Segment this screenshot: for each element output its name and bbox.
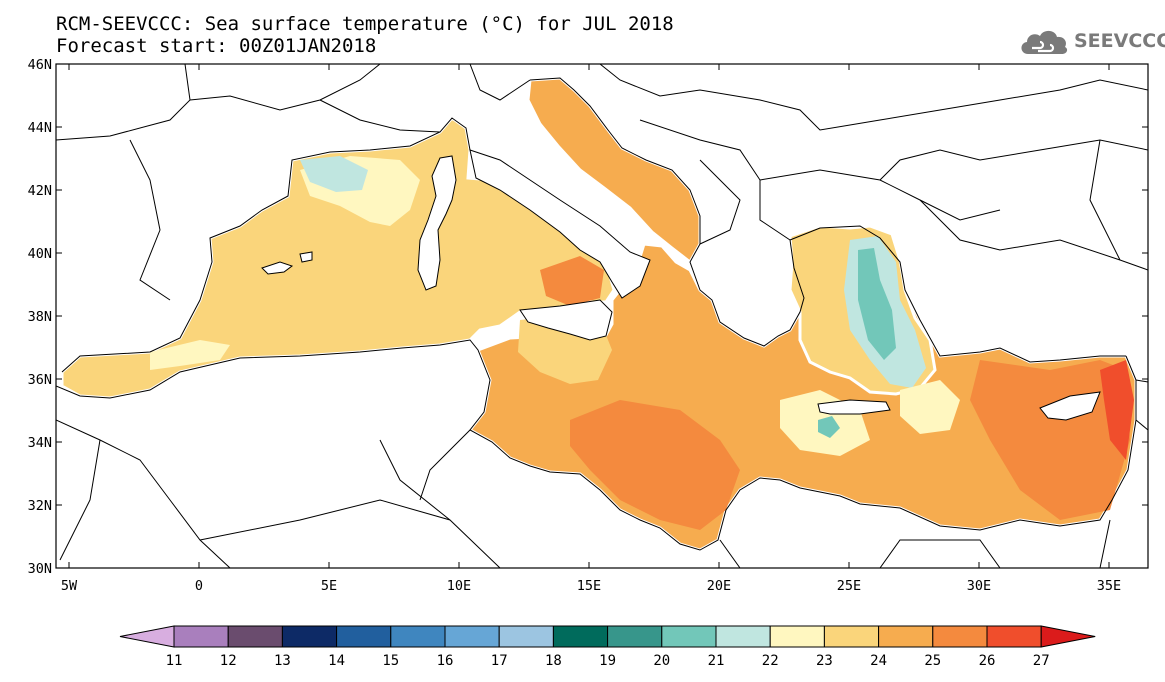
colorbar-label: 22: [762, 653, 779, 669]
colorbar-label: 12: [220, 653, 237, 669]
colorbar-label: 17: [491, 653, 508, 669]
crete: [817, 399, 891, 415]
y-tick-label: 40N: [28, 246, 52, 262]
colorbar-label: 19: [599, 653, 616, 669]
cloud-logo-icon: [1021, 30, 1068, 54]
colorbar-swatch: [715, 625, 771, 648]
sst-zone-rhodes-cool: [900, 380, 960, 434]
x-tick-label: 30E: [967, 578, 991, 594]
colorbar-label: 15: [382, 653, 399, 669]
colorbar-label: 23: [816, 653, 833, 669]
seevccc-logo: SEEVCCC: [1018, 26, 1165, 58]
colorbar-label: 27: [1033, 653, 1050, 669]
colorbar-swatch: [390, 625, 446, 648]
x-axis: 5W 0 5E 10E 15E 20E 25E 30E 35E: [61, 64, 1121, 594]
y-tick-label: 30N: [28, 561, 52, 577]
y-tick-label: 38N: [28, 309, 52, 325]
balearic-islands: [261, 251, 313, 275]
map-title: RCM-SEEVCCC: Sea surface temperature (°C…: [56, 13, 674, 35]
forecast-subtitle: Forecast start: 00Z01JAN2018: [56, 35, 377, 57]
colorbar-label: 11: [166, 653, 183, 669]
y-tick-label: 36N: [28, 372, 52, 388]
colorbar-label: 18: [545, 653, 562, 669]
colorbar: 11 12 13 14 15 16 17 18 19 20 21 22 23 24 25 26 27: [119, 625, 1096, 669]
sst-zone-alboran: [150, 340, 230, 370]
sst-zone-aegean-cold: [858, 248, 896, 360]
colorbar-label: 21: [708, 653, 725, 669]
colorbar-swatch: [552, 625, 609, 648]
x-tick-label: 35E: [1097, 578, 1121, 594]
colorbar-swatch: [769, 625, 825, 648]
sst-zone-gulf-of-lion-cool: [300, 156, 368, 192]
sicily: [519, 299, 613, 341]
x-tick-label: 20E: [707, 578, 731, 594]
y-tick-label: 42N: [28, 183, 52, 199]
colorbar-swatch: [878, 625, 934, 648]
sst-zone-ionian-warm: [570, 400, 740, 530]
y-tick-label: 44N: [28, 120, 52, 136]
colorbar-swatch: [227, 625, 283, 648]
colorbar-swatch: [444, 625, 500, 648]
colorbar-swatch: [823, 625, 880, 648]
x-tick-label: 5E: [321, 578, 337, 594]
colorbar-label: 25: [924, 653, 941, 669]
sst-zone-crete-cold: [818, 416, 840, 438]
colorbar-under-triangle: [119, 625, 175, 648]
sst-zone-tyrrhenian-warm: [540, 256, 604, 306]
colorbar-over-triangle: [1040, 625, 1096, 648]
x-tick-label: 25E: [837, 578, 861, 594]
x-tick-label: 15E: [577, 578, 601, 594]
colorbar-swatch: [498, 625, 554, 648]
colorbar-swatch: [986, 625, 1042, 648]
colorbar-label: 13: [274, 653, 291, 669]
colorbar-swatch: [661, 625, 717, 648]
colorbar-swatch: [607, 625, 663, 648]
y-tick-label: 34N: [28, 435, 52, 451]
x-tick-label: 5W: [61, 578, 78, 594]
logo-text: SEEVCCC: [1074, 30, 1165, 52]
y-tick-label: 46N: [28, 57, 52, 73]
sst-zone-levantine-hot: [1100, 360, 1134, 460]
y-tick-label: 32N: [28, 498, 52, 514]
italy-peninsula: [469, 149, 651, 299]
colorbar-label: 24: [870, 653, 887, 669]
corsica-sardinia: [417, 155, 457, 291]
colorbar-label: 16: [437, 653, 454, 669]
y-axis: 30N 32N 34N 36N 38N 40N 42N 44N 46N: [28, 57, 1148, 577]
cyprus: [1039, 391, 1101, 421]
country-borders: [56, 64, 1148, 568]
colorbar-swatch: [336, 625, 392, 648]
colorbar-label: 26: [979, 653, 996, 669]
colorbar-label: 20: [653, 653, 670, 669]
colorbar-label: 14: [328, 653, 345, 669]
colorbar-swatch: [932, 625, 988, 648]
colorbar-swatch: [173, 625, 229, 648]
x-tick-label: 0: [195, 578, 203, 594]
colorbar-swatch: [281, 625, 338, 648]
x-tick-label: 10E: [447, 578, 471, 594]
